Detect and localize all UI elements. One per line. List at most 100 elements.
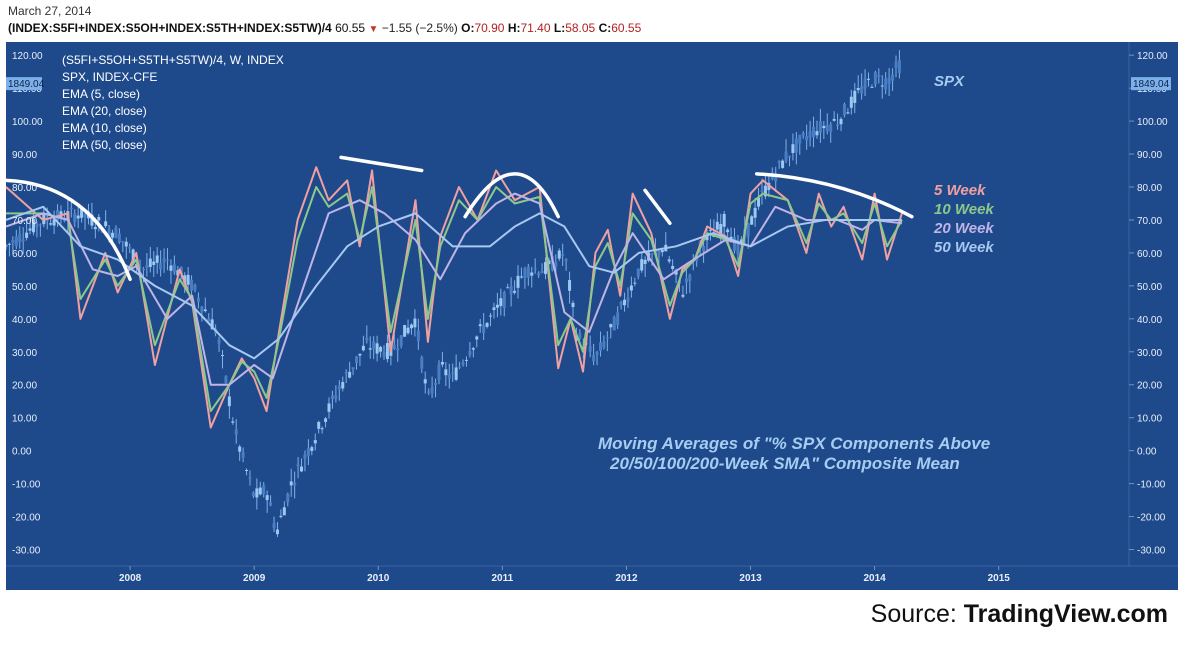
spx-candle-body (52, 219, 56, 226)
spx-candle-body (688, 274, 692, 281)
spx-candle-body (732, 236, 736, 251)
high-value: 71.40 (520, 21, 551, 35)
spx-candle-body (684, 278, 688, 283)
x-tick-label: 2015 (988, 573, 1011, 584)
spx-candle-body (451, 372, 455, 375)
spx-candle-body (798, 134, 802, 144)
spx-candle-body (35, 223, 39, 228)
spx-candle-body (313, 440, 317, 444)
spx-candle-body (289, 481, 293, 486)
series-label: 50 Week (934, 239, 994, 256)
spx-candle-body (155, 255, 159, 263)
spx-candle-body (523, 268, 527, 279)
spx-candle-body (179, 266, 183, 275)
spx-candle-body (671, 265, 675, 269)
spx-candle-body (379, 346, 383, 352)
spx-candle-body (602, 341, 606, 348)
spx-candle-body (145, 264, 149, 268)
spx-candle-body (83, 214, 87, 217)
spx-candle-body (330, 395, 334, 400)
spx-candle-body (162, 258, 166, 263)
chart-background (6, 42, 1178, 590)
spx-candle-body (396, 348, 400, 351)
spx-candle-body (392, 344, 396, 349)
x-tick-label: 2012 (615, 573, 638, 584)
spx-candle-body (282, 507, 286, 516)
spx-candle-body (574, 335, 578, 341)
spx-candle-body (403, 325, 407, 337)
chart-canvas[interactable]: 120.00110.00100.0090.0080.0070.0060.0050… (6, 42, 1178, 590)
price-badges: 1849.04 1849.04 (6, 77, 1171, 91)
spx-candle-body (609, 324, 613, 328)
spx-candle-body (499, 298, 503, 307)
spx-candle-body (873, 72, 877, 85)
spx-candle-body (887, 77, 891, 84)
spx-candle-body (897, 60, 901, 74)
legend-title: (S5FI+S5OH+S5TH+S5TW)/4, W, INDEX (62, 53, 284, 67)
spx-candle-body (485, 322, 489, 327)
chart-legend: (S5FI+S5OH+S5TH+S5TW)/4, W, INDEX SPX, IN… (62, 53, 284, 152)
legend-item: EMA (50, close) (62, 138, 147, 152)
spx-candle-body (447, 374, 451, 379)
spx-candle-body (248, 477, 252, 479)
spx-candle-body (279, 515, 283, 518)
y-tick-label-left: 20.00 (12, 381, 37, 392)
spx-candle-body (568, 280, 572, 291)
spx-candle-body (784, 151, 788, 162)
spx-candle-body (21, 239, 25, 242)
spx-candle-body (306, 448, 310, 456)
spx-candle-body (623, 299, 627, 306)
spx-candle-body (880, 85, 884, 87)
spx-candle-body (251, 492, 255, 497)
spx-candle-body (794, 138, 798, 153)
spx-candle-body (454, 367, 458, 380)
close-value: 60.55 (611, 21, 642, 35)
spx-candle-body (863, 78, 867, 89)
y-tick-label-right: -30.00 (1137, 546, 1166, 557)
spx-candle-body (877, 74, 881, 77)
spx-candle-body (69, 207, 73, 210)
spx-candle-body (760, 190, 764, 192)
spx-candle-body (867, 78, 871, 80)
spx-candle-body (224, 376, 228, 383)
spx-candle-body (461, 362, 465, 365)
series-line-50-week (6, 205, 902, 360)
spx-candle-body (90, 214, 94, 226)
y-tick-label-left: 120.00 (12, 51, 43, 62)
spx-candle-body (791, 144, 795, 153)
source-brand: TradingView.com (963, 600, 1168, 628)
spx-candle-body (14, 236, 18, 247)
spx-candle-body (430, 387, 434, 394)
spx-candle-body (849, 96, 853, 108)
series-label: 10 Week (934, 201, 994, 218)
spx-candle-body (489, 315, 493, 317)
spx-candle-body (495, 304, 499, 308)
x-tick-label: 2010 (367, 573, 390, 584)
spx-candle-body (722, 213, 726, 227)
spx-candle-body (300, 466, 304, 472)
spx-candle-body (774, 174, 778, 182)
spx-candle-body (172, 264, 176, 273)
spx-candle-body (186, 274, 190, 285)
legend-item: EMA (5, close) (62, 87, 140, 101)
spx-candle-body (406, 327, 410, 334)
price-badge-right-text: 1849.04 (1133, 79, 1170, 90)
spx-candle-body (506, 287, 510, 289)
spx-candle-body (808, 131, 812, 138)
series-lines (6, 166, 903, 429)
spx-candle-body (351, 367, 355, 370)
spx-candle-body (846, 112, 850, 114)
series-label: 20 Week (933, 220, 994, 237)
spx-candle-body (152, 261, 156, 265)
chart-annotation-line: 20/50/100/200-Week SMA" Composite Mean (609, 454, 960, 473)
spx-candle-body (667, 259, 671, 262)
open-label: O: (461, 21, 475, 35)
close-label: C: (598, 21, 612, 35)
spx-candle-body (475, 336, 479, 340)
spx-candle-body (884, 78, 888, 90)
series-line-10-week (6, 186, 903, 413)
spx-candle-body (753, 207, 757, 218)
spx-candle-body (708, 229, 712, 231)
chart-date: March 27, 2014 (8, 4, 92, 18)
open-value: 70.90 (474, 21, 505, 35)
